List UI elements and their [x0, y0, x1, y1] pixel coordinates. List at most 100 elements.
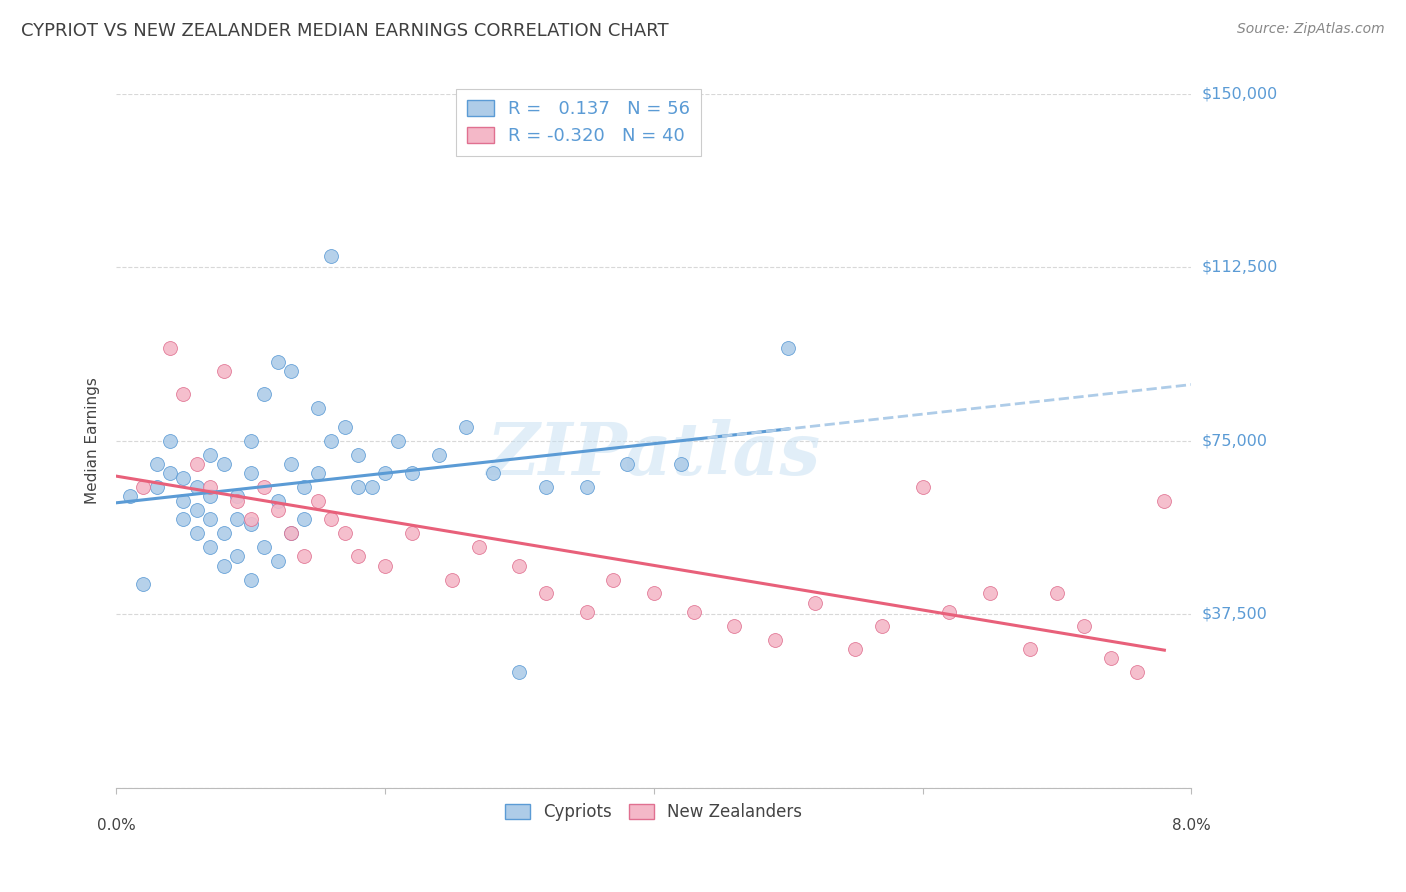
Point — [239, 434, 262, 448]
Point — [186, 503, 208, 517]
Point — [200, 512, 222, 526]
Point — [602, 573, 624, 587]
Point — [239, 512, 262, 526]
Point — [616, 457, 638, 471]
Point — [172, 512, 194, 526]
Point — [253, 540, 276, 554]
Point — [280, 526, 302, 541]
Point — [441, 573, 464, 587]
Point — [1126, 665, 1149, 679]
Point — [979, 586, 1001, 600]
Point — [226, 489, 249, 503]
Point — [118, 489, 141, 503]
Point — [347, 549, 370, 564]
Point — [536, 586, 558, 600]
Point — [307, 401, 329, 416]
Point — [1019, 641, 1042, 656]
Point — [239, 516, 262, 531]
Point — [401, 526, 423, 541]
Point — [186, 457, 208, 471]
Point — [1073, 619, 1095, 633]
Point — [333, 420, 356, 434]
Point — [333, 526, 356, 541]
Point — [1099, 651, 1122, 665]
Point — [643, 586, 665, 600]
Text: CYPRIOT VS NEW ZEALANDER MEDIAN EARNINGS CORRELATION CHART: CYPRIOT VS NEW ZEALANDER MEDIAN EARNINGS… — [21, 22, 669, 40]
Text: ZIPatlas: ZIPatlas — [486, 419, 821, 490]
Point — [226, 549, 249, 564]
Point — [575, 480, 598, 494]
Point — [360, 480, 382, 494]
Point — [132, 577, 155, 591]
Point — [200, 540, 222, 554]
Point — [226, 512, 249, 526]
Point — [347, 448, 370, 462]
Point — [212, 558, 235, 573]
Point — [172, 471, 194, 485]
Point — [226, 494, 249, 508]
Point — [212, 364, 235, 378]
Point — [172, 494, 194, 508]
Point — [280, 457, 302, 471]
Point — [938, 605, 960, 619]
Point — [186, 480, 208, 494]
Text: $112,500: $112,500 — [1202, 260, 1278, 275]
Point — [145, 457, 167, 471]
Point — [159, 434, 181, 448]
Point — [374, 558, 396, 573]
Y-axis label: Median Earnings: Median Earnings — [86, 377, 100, 504]
Point — [575, 605, 598, 619]
Point — [212, 526, 235, 541]
Point — [1153, 494, 1175, 508]
Point — [200, 448, 222, 462]
Point — [911, 480, 934, 494]
Point — [159, 341, 181, 355]
Text: $150,000: $150,000 — [1202, 87, 1278, 102]
Point — [683, 605, 706, 619]
Text: Source: ZipAtlas.com: Source: ZipAtlas.com — [1237, 22, 1385, 37]
Point — [280, 526, 302, 541]
Point — [387, 434, 409, 448]
Point — [321, 512, 343, 526]
Text: 0.0%: 0.0% — [97, 818, 135, 833]
Point — [481, 466, 503, 480]
Text: $75,000: $75,000 — [1202, 434, 1268, 449]
Point — [307, 466, 329, 480]
Point — [292, 480, 315, 494]
Point — [321, 249, 343, 263]
Point — [723, 619, 745, 633]
Point — [778, 341, 800, 355]
Point — [454, 420, 477, 434]
Point — [266, 554, 288, 568]
Point — [280, 364, 302, 378]
Point — [307, 494, 329, 508]
Point — [763, 632, 786, 647]
Point — [870, 619, 893, 633]
Point — [172, 387, 194, 401]
Point — [292, 549, 315, 564]
Point — [401, 466, 423, 480]
Point — [266, 355, 288, 369]
Point — [427, 448, 450, 462]
Point — [132, 480, 155, 494]
Point — [804, 596, 827, 610]
Point — [266, 503, 288, 517]
Point — [266, 494, 288, 508]
Point — [212, 457, 235, 471]
Point — [669, 457, 692, 471]
Text: 8.0%: 8.0% — [1171, 818, 1211, 833]
Point — [186, 526, 208, 541]
Point — [200, 480, 222, 494]
Point — [844, 641, 866, 656]
Point — [239, 573, 262, 587]
Point — [292, 512, 315, 526]
Text: $37,500: $37,500 — [1202, 607, 1268, 622]
Point — [468, 540, 491, 554]
Legend: Cypriots, New Zealanders: Cypriots, New Zealanders — [499, 797, 808, 828]
Point — [321, 434, 343, 448]
Point — [508, 558, 530, 573]
Point — [145, 480, 167, 494]
Point — [253, 387, 276, 401]
Point — [253, 480, 276, 494]
Point — [239, 466, 262, 480]
